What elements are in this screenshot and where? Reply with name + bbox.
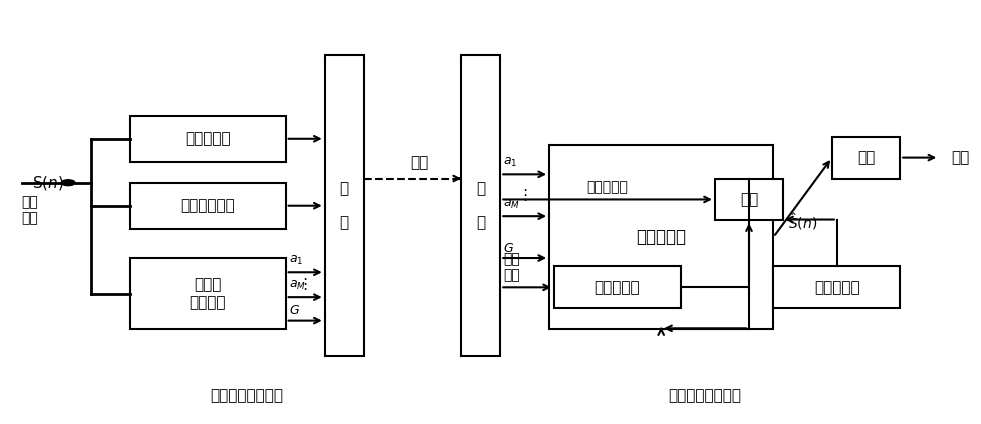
Bar xyxy=(129,258,285,329)
Bar xyxy=(715,179,783,220)
Bar xyxy=(554,266,681,308)
Text: 基音
信号: 基音 信号 xyxy=(503,252,520,282)
Bar xyxy=(461,55,500,356)
Text: ⋮: ⋮ xyxy=(297,277,313,292)
Text: 编码器（分析器）: 编码器（分析器） xyxy=(210,389,284,404)
Bar xyxy=(549,145,773,329)
Text: 开关: 开关 xyxy=(740,192,758,207)
Text: $\rm S$$(n)$: $\rm S$$(n)$ xyxy=(32,174,64,192)
Text: ⋮: ⋮ xyxy=(517,188,533,203)
Text: 滤波器
参数分析: 滤波器 参数分析 xyxy=(189,277,226,310)
Text: $G$: $G$ xyxy=(288,304,299,317)
Circle shape xyxy=(61,180,75,186)
Bar xyxy=(325,55,364,356)
Text: $a_1$: $a_1$ xyxy=(288,254,303,267)
Text: 语音
抽样: 语音 抽样 xyxy=(22,195,38,225)
Text: $\hat{S}(n)$: $\hat{S}(n)$ xyxy=(788,212,817,232)
Text: $a_1$: $a_1$ xyxy=(503,156,518,169)
Text: 译码器（合成器）: 译码器（合成器） xyxy=(669,389,742,404)
Text: 清浊音判别: 清浊音判别 xyxy=(184,131,231,146)
Text: 噪声发生器: 噪声发生器 xyxy=(814,280,859,295)
Text: 解

码: 解 码 xyxy=(476,181,486,231)
Bar xyxy=(129,116,285,162)
Bar xyxy=(129,183,285,229)
Bar xyxy=(773,266,901,308)
Bar xyxy=(832,137,901,179)
Text: $a_M$: $a_M$ xyxy=(288,279,305,292)
Text: $G$: $G$ xyxy=(503,242,514,255)
Text: 清浊音信号: 清浊音信号 xyxy=(587,181,629,195)
Text: 基音周期提取: 基音周期提取 xyxy=(181,198,235,213)
Text: 语音: 语音 xyxy=(951,150,969,165)
Text: 脉冲发生器: 脉冲发生器 xyxy=(594,280,641,295)
Text: 低通: 低通 xyxy=(857,150,875,165)
Text: 编

码: 编 码 xyxy=(339,181,349,231)
Text: 合成滤波器: 合成滤波器 xyxy=(637,228,686,246)
Text: 信道: 信道 xyxy=(410,155,429,170)
Text: $a_M$: $a_M$ xyxy=(503,198,520,211)
